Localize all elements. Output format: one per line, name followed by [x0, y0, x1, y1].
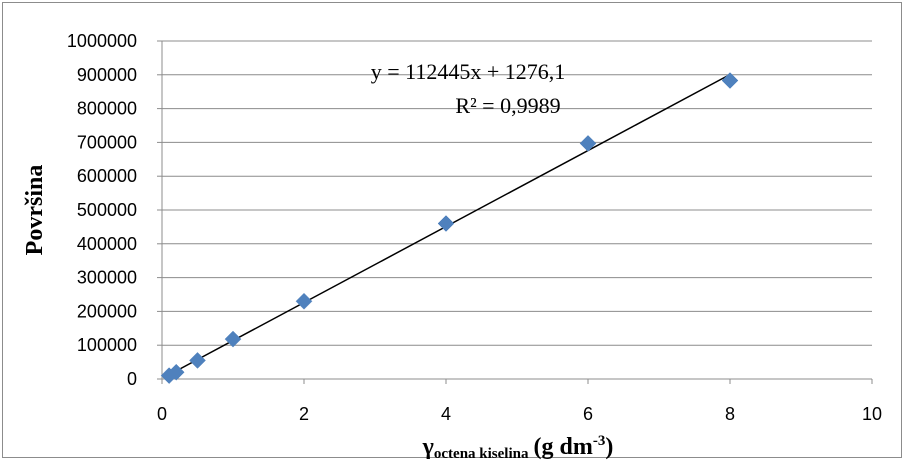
x-axis-label: γoctena kiselina (g dm-3) [422, 433, 614, 462]
x-tick-label: 8 [725, 404, 735, 424]
y-tick-label: 900000 [77, 65, 137, 85]
data-point [437, 215, 455, 232]
y-axis-label: Površina [22, 165, 48, 256]
x-tick-label: 6 [583, 404, 593, 424]
y-tick-label: 100000 [77, 335, 137, 355]
x-tick-labels: 0 2 4 6 8 10 [157, 404, 882, 424]
x-tick-label: 2 [299, 404, 309, 424]
trend-equation: y = 112445x + 1276,1 [371, 59, 566, 84]
axes [157, 40, 873, 384]
grid-lines [162, 40, 872, 346]
y-tick-label: 500000 [77, 200, 137, 220]
y-tick-label: 400000 [77, 234, 137, 254]
y-tick-label: 200000 [77, 301, 137, 321]
x-axis-label-exponent: -3 [593, 433, 606, 449]
data-point [189, 352, 206, 369]
x-axis-label-symbol: γ [422, 434, 434, 460]
x-tick-label: 4 [441, 404, 451, 424]
chart-frame [2, 2, 902, 458]
y-tick-labels: 0 100000 200000 300000 400000 500000 600000 700… [67, 31, 137, 389]
y-tick-label: 700000 [77, 132, 137, 152]
x-axis-label-close: ) [605, 434, 613, 460]
r-squared: R² = 0,9989 [455, 93, 560, 118]
x-axis-label-subscript: octena kiselina [434, 446, 529, 462]
x-axis-label-unit: (g dm [533, 434, 592, 460]
data-point [579, 135, 597, 152]
y-tick-label: 300000 [77, 268, 137, 288]
data-point [167, 363, 185, 381]
x-tick-label: 10 [862, 404, 882, 424]
x-tick-label: 0 [157, 404, 167, 424]
data-points [160, 72, 739, 384]
y-tick-label: 600000 [77, 166, 137, 186]
y-tick-label: 0 [127, 369, 137, 389]
y-tick-label: 800000 [77, 99, 137, 119]
y-tick-label: 1000000 [67, 31, 137, 51]
data-point [224, 330, 242, 348]
data-point [295, 292, 313, 310]
data-point [721, 72, 739, 89]
